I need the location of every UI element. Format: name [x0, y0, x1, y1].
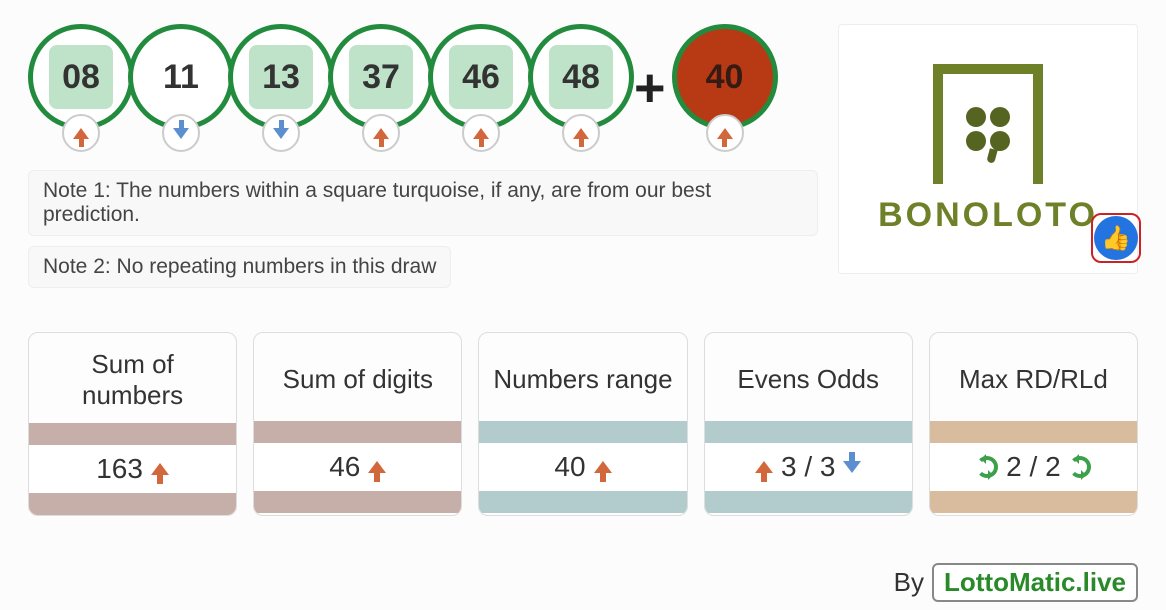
stat-title: Sum of digits [254, 333, 461, 421]
stat-value-row: 2 / 2 [930, 443, 1137, 491]
refresh-icon [1069, 456, 1091, 478]
footer-attribution: By LottoMatic.live [894, 563, 1138, 602]
stat-value: 163 [96, 453, 143, 485]
trend-up-icon [362, 114, 400, 152]
stat-bar-top [705, 421, 912, 443]
trend-up-icon [62, 114, 100, 152]
stat-card: Sum of numbers 163 [28, 332, 237, 516]
ball-number: 37 [362, 58, 400, 97]
note-2: Note 2: No repeating numbers in this dra… [28, 246, 451, 288]
trend-down-icon [262, 114, 300, 152]
brand-logo-text: BONOLOTO [878, 196, 1098, 235]
stat-value-row: 40 [479, 443, 686, 491]
stat-title: Sum of numbers [29, 333, 236, 423]
trend-up-icon [368, 461, 386, 473]
ball-number: 46 [462, 58, 500, 97]
trend-up-icon [706, 114, 744, 152]
stat-value-row: 163 [29, 445, 236, 493]
stat-bar-bottom [479, 491, 686, 513]
bonus-ball-group: 40 [672, 24, 778, 152]
trend-up-icon [594, 461, 612, 473]
stat-title: Evens Odds [705, 333, 912, 421]
stat-bar-bottom [29, 493, 236, 515]
ball-group: 48 [528, 24, 634, 152]
ball-number: 13 [262, 58, 300, 97]
top-row: 08 11 13 37 46 48 +40 Note 1: The numbers with… [28, 24, 1138, 298]
thumbs-up-icon: 👍 [1094, 216, 1138, 260]
stat-value-row: 3 / 3 [705, 443, 912, 491]
trend-up-icon [562, 114, 600, 152]
thumbs-up-badge[interactable]: 👍 [1091, 213, 1141, 263]
draw-area: 08 11 13 37 46 48 +40 Note 1: The numbers with… [28, 24, 818, 298]
footer-site-badge[interactable]: LottoMatic.live [932, 563, 1138, 602]
ball-group: 13 [228, 24, 334, 152]
ball-group: 46 [428, 24, 534, 152]
brand-logo-frame [933, 64, 1043, 184]
clover-icon [966, 107, 1010, 151]
balls-row: 08 11 13 37 46 48 +40 [28, 24, 818, 152]
trend-down-icon [162, 114, 200, 152]
plus-separator: + [634, 35, 666, 141]
trend-up-icon [151, 463, 169, 475]
stat-value: 46 [329, 451, 360, 483]
stat-value: 40 [554, 451, 585, 483]
stat-bar-top [479, 421, 686, 443]
trend-down-icon [843, 461, 861, 473]
stats-row: Sum of numbers 163 Sum of digits 46 Numbers … [28, 332, 1138, 516]
notes-section: Note 1: The numbers within a square turq… [28, 170, 818, 298]
stat-value-row: 46 [254, 443, 461, 491]
stat-card: Max RD/RLd 2 / 2 [929, 332, 1138, 516]
ball-group: 08 [28, 24, 134, 152]
ball-number: 48 [562, 58, 600, 97]
stat-value: 2 / 2 [1006, 451, 1060, 483]
stat-title: Numbers range [479, 333, 686, 421]
stat-bar-bottom [930, 491, 1137, 513]
stat-bar-bottom [705, 491, 912, 513]
brand-logo-box: BONOLOTO 👍 [838, 24, 1138, 274]
bonus-ball-number: 40 [706, 58, 744, 97]
refresh-icon [976, 456, 998, 478]
ball-group: 11 [128, 24, 234, 152]
stat-bar-top [254, 421, 461, 443]
stat-bar-top [930, 421, 1137, 443]
trend-up-icon [755, 461, 773, 473]
stat-card: Numbers range 40 [478, 332, 687, 516]
ball-group: 37 [328, 24, 434, 152]
ball-number: 08 [62, 58, 100, 97]
stat-title: Max RD/RLd [930, 333, 1137, 421]
stat-value: 3 / 3 [781, 451, 835, 483]
ball-number: 11 [163, 58, 199, 97]
stat-card: Sum of digits 46 [253, 332, 462, 516]
stat-bar-bottom [254, 491, 461, 513]
note-1: Note 1: The numbers within a square turq… [28, 170, 818, 236]
footer-prefix: By [894, 567, 924, 598]
stat-card: Evens Odds 3 / 3 [704, 332, 913, 516]
trend-up-icon [462, 114, 500, 152]
stat-bar-top [29, 423, 236, 445]
